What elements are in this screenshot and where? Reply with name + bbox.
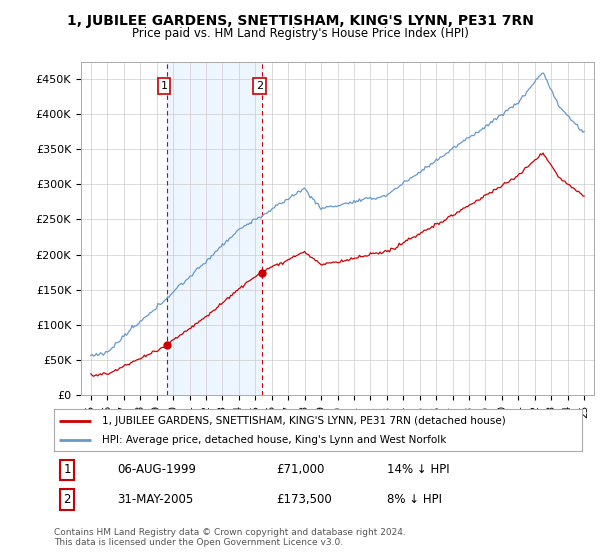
Text: 8% ↓ HPI: 8% ↓ HPI: [386, 493, 442, 506]
Text: £71,000: £71,000: [276, 463, 324, 477]
Bar: [167, 62, 262, 395]
Text: Price paid vs. HM Land Registry's House Price Index (HPI): Price paid vs. HM Land Registry's House …: [131, 27, 469, 40]
Text: HPI: Average price, detached house, King's Lynn and West Norfolk: HPI: Average price, detached house, King…: [101, 435, 446, 445]
Text: 31-MAY-2005: 31-MAY-2005: [118, 493, 194, 506]
Text: 2: 2: [64, 493, 71, 506]
Text: £173,500: £173,500: [276, 493, 332, 506]
Text: 1, JUBILEE GARDENS, SNETTISHAM, KING'S LYNN, PE31 7RN: 1, JUBILEE GARDENS, SNETTISHAM, KING'S L…: [67, 14, 533, 28]
Text: 1: 1: [64, 463, 71, 477]
Text: 1, JUBILEE GARDENS, SNETTISHAM, KING'S LYNN, PE31 7RN (detached house): 1, JUBILEE GARDENS, SNETTISHAM, KING'S L…: [101, 416, 505, 426]
Text: 06-AUG-1999: 06-AUG-1999: [118, 463, 196, 477]
Text: 1: 1: [161, 81, 167, 91]
Text: 2: 2: [256, 81, 263, 91]
Text: Contains HM Land Registry data © Crown copyright and database right 2024.
This d: Contains HM Land Registry data © Crown c…: [54, 528, 406, 547]
Text: 14% ↓ HPI: 14% ↓ HPI: [386, 463, 449, 477]
